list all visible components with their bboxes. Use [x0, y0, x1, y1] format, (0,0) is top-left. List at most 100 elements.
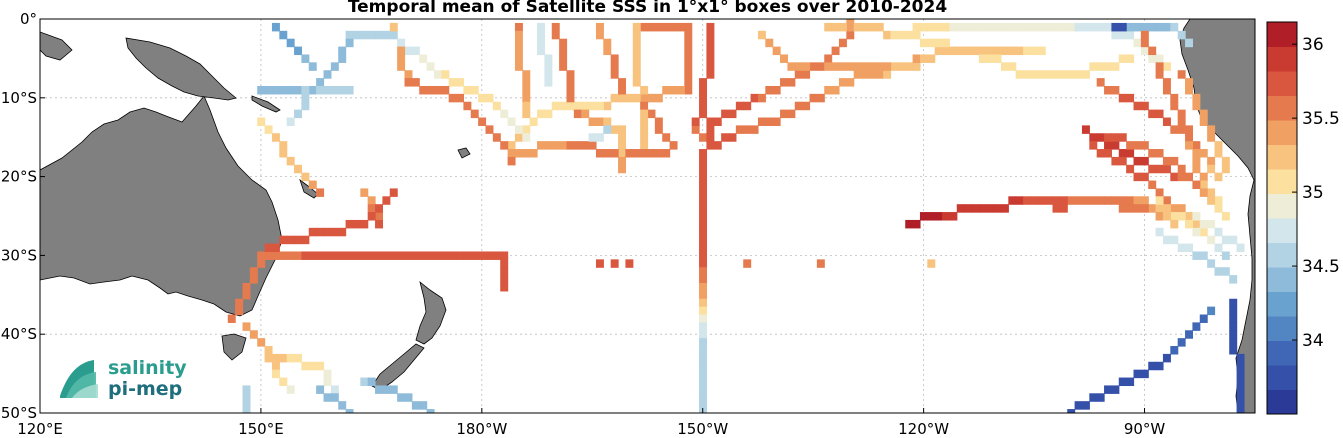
- sss-cell: [927, 22, 936, 32]
- sss-cell: [816, 259, 825, 268]
- sss-cell: [544, 109, 553, 119]
- sss-cell: [699, 219, 708, 229]
- sss-cell: [1199, 251, 1208, 260]
- sss-cell: [669, 22, 678, 32]
- sss-cell: [559, 62, 568, 71]
- sss-cell: [316, 227, 325, 237]
- sss-cell: [242, 393, 251, 402]
- fiji-islands: [457, 147, 471, 159]
- sss-cell: [1126, 377, 1135, 387]
- sss-cell: [927, 259, 936, 268]
- sss-cell: [316, 85, 325, 95]
- sss-cell: [1015, 46, 1024, 56]
- sss-cell: [1104, 133, 1113, 142]
- sss-cell: [699, 267, 708, 276]
- sss-cell: [573, 101, 582, 111]
- sss-cell: [905, 30, 914, 40]
- sss-cell: [1126, 30, 1135, 40]
- sss-cell: [1118, 149, 1127, 158]
- sss-cell: [1192, 164, 1201, 174]
- sss-cell: [713, 141, 722, 150]
- sss-cell: [514, 125, 523, 134]
- sss-cell: [330, 385, 339, 394]
- sss-cell: [625, 149, 634, 158]
- sss-cell: [514, 46, 523, 56]
- colorbar-tick-label: 35: [1302, 183, 1324, 203]
- sss-cell: [389, 385, 398, 394]
- sss-cell: [1192, 101, 1201, 111]
- sss-cell: [721, 109, 730, 119]
- sss-cell: [993, 22, 1002, 32]
- sss-cell: [544, 70, 553, 79]
- x-tick-label: 120°E: [17, 420, 63, 438]
- sss-cell: [235, 298, 244, 308]
- sss-cell: [294, 46, 303, 56]
- colorbar-segment: [1267, 71, 1297, 96]
- sss-cell: [978, 54, 987, 63]
- sss-cell: [1185, 212, 1194, 221]
- sss-cell: [544, 78, 553, 87]
- sss-cell: [433, 70, 442, 79]
- sss-cell: [1133, 369, 1142, 379]
- sss-cell: [699, 212, 708, 221]
- sss-cell: [699, 290, 708, 300]
- sss-cell: [257, 259, 266, 268]
- sss-cell: [544, 54, 553, 63]
- sss-cell: [1162, 164, 1171, 174]
- sss-cell: [919, 22, 928, 32]
- sss-cell: [514, 54, 523, 63]
- sss-cell: [279, 30, 288, 40]
- sss-cell: [868, 62, 877, 71]
- sss-cell: [699, 259, 708, 268]
- sss-cell: [345, 251, 354, 260]
- sss-cell: [1170, 212, 1179, 221]
- sss-cell: [1155, 109, 1164, 119]
- sss-cell: [375, 251, 384, 260]
- sss-cell: [699, 330, 708, 339]
- sss-cell: [514, 30, 523, 40]
- sss-cell: [559, 141, 568, 150]
- sss-cell: [978, 46, 987, 56]
- sss-cell: [934, 212, 943, 221]
- sss-cell: [1148, 180, 1157, 190]
- sss-cell: [1177, 109, 1186, 119]
- sss-cell: [632, 30, 641, 40]
- sss-cell: [846, 62, 855, 71]
- sss-cell: [316, 78, 325, 87]
- sss-cell: [294, 85, 303, 95]
- sss-cell: [345, 85, 354, 95]
- sss-cell: [654, 149, 663, 158]
- sss-cell: [1221, 251, 1230, 260]
- sss-cell: [301, 361, 310, 371]
- sss-cell: [1162, 117, 1171, 126]
- sss-cell: [1170, 93, 1179, 103]
- salinity-pi-mep-logo: salinity pi-mep: [60, 357, 187, 400]
- sss-cell: [1207, 259, 1216, 268]
- sss-cell: [1155, 62, 1164, 71]
- sss-cell: [838, 78, 847, 87]
- sss-cell: [360, 251, 369, 260]
- sss-cell: [684, 22, 693, 32]
- sss-cell: [875, 70, 884, 79]
- sss-cell: [1170, 125, 1179, 134]
- sss-cell: [360, 377, 369, 387]
- sss-cell: [699, 133, 708, 142]
- sss-cell: [397, 393, 406, 402]
- sss-cell: [735, 125, 744, 134]
- sss-cell: [382, 385, 391, 394]
- sss-cell: [706, 46, 715, 56]
- sss-cell: [1170, 22, 1179, 32]
- sss-cell: [1155, 164, 1164, 174]
- sss-cell: [669, 141, 678, 150]
- sss-cell: [375, 204, 384, 213]
- sss-cell: [249, 330, 258, 339]
- sss-cell: [522, 125, 531, 134]
- sss-cell: [301, 101, 310, 111]
- sss-cell: [919, 38, 928, 48]
- sss-cell: [1096, 22, 1105, 32]
- map-frame: [39, 18, 1256, 414]
- sss-cell: [1207, 196, 1216, 205]
- sss-cell: [1059, 196, 1068, 205]
- sss-cell: [1118, 156, 1127, 166]
- sss-cell: [345, 409, 354, 413]
